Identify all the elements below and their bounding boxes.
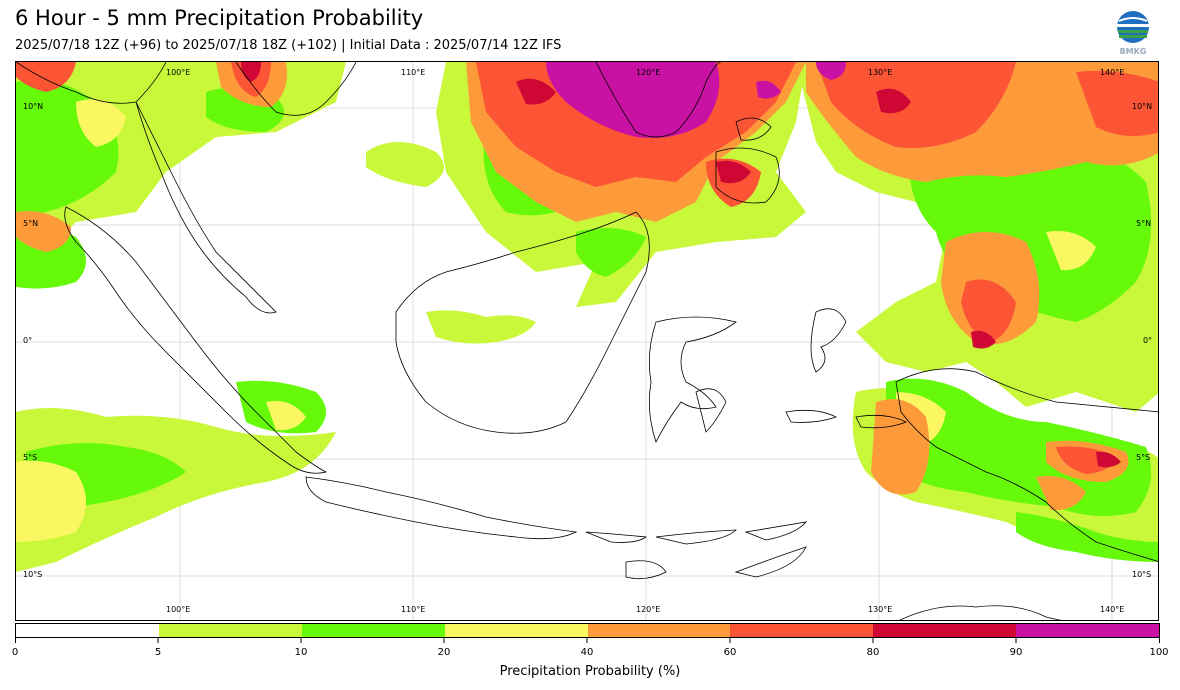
lat-label-10n-right: 10°N — [1132, 102, 1153, 111]
precipitation-map: 100°E 110°E 120°E 130°E 140°E 100°E 110°… — [15, 61, 1159, 621]
lon-label-130e-bottom: 130°E — [868, 605, 893, 614]
lat-label-10s-left: 10°S — [23, 570, 43, 579]
lat-label-0-left: 0° — [23, 336, 33, 345]
colorbar-tick-90: 90 — [1009, 647, 1023, 658]
lat-label-10n-left: 10°N — [23, 102, 44, 111]
precip-layer-90 — [546, 62, 846, 138]
lat-label-5n-left: 5°N — [23, 219, 39, 228]
colorbar-tick-10: 10 — [294, 647, 308, 658]
colorbar-tick-40: 40 — [580, 647, 594, 658]
lat-label-5n-right: 5°N — [1136, 219, 1152, 228]
colorbar-segment-0 — [16, 624, 159, 637]
lat-label-5s-left: 5°S — [23, 453, 38, 462]
colorbar-segment-4 — [587, 624, 731, 637]
lon-label-110e-bottom: 110°E — [401, 605, 426, 614]
colorbar-segment-1 — [158, 624, 302, 637]
colorbar-tick-100: 100 — [1149, 647, 1169, 658]
colorbar-segment-3 — [444, 624, 588, 637]
svg-text:BMKG: BMKG — [1120, 47, 1147, 56]
colorbar-tick-60: 60 — [723, 647, 737, 658]
colorbar-tick-80: 80 — [866, 647, 880, 658]
colorbar-segment-5 — [730, 624, 874, 637]
lon-label-110e-top: 110°E — [401, 68, 426, 77]
colorbar-segment-7 — [1016, 624, 1159, 637]
lon-label-130e-top: 130°E — [868, 68, 893, 77]
lon-label-140e-bottom: 140°E — [1100, 605, 1125, 614]
lon-label-120e-bottom: 120°E — [636, 605, 661, 614]
lat-label-5s-right: 5°S — [1136, 453, 1151, 462]
forecast-subtitle: 2025/07/18 12Z (+96) to 2025/07/18 18Z (… — [15, 38, 562, 53]
lat-label-0-right: 0° — [1143, 336, 1153, 345]
lon-label-140e-top: 140°E — [1100, 68, 1125, 77]
colorbar-label: Precipitation Probability (%) — [499, 664, 681, 679]
lat-label-10s-right: 10°S — [1132, 570, 1152, 579]
page-title: 6 Hour - 5 mm Precipitation Probability — [15, 6, 424, 30]
bmkg-logo: BMKG — [1113, 10, 1153, 56]
precip-layer-80 — [241, 62, 1121, 468]
lon-label-100e-bottom: 100°E — [166, 605, 191, 614]
colorbar — [15, 623, 1160, 638]
colorbar-tick-20: 20 — [437, 647, 451, 658]
colorbar-segment-6 — [873, 624, 1017, 637]
colorbar-tick-5: 5 — [154, 647, 162, 658]
coastlines — [16, 62, 1158, 620]
colorbar-tick-0: 0 — [11, 647, 19, 658]
colorbar-tick-marks — [15, 638, 1160, 643]
colorbar-segment-2 — [301, 624, 445, 637]
lon-label-100e-top: 100°E — [166, 68, 191, 77]
lon-label-120e-top: 120°E — [636, 68, 661, 77]
